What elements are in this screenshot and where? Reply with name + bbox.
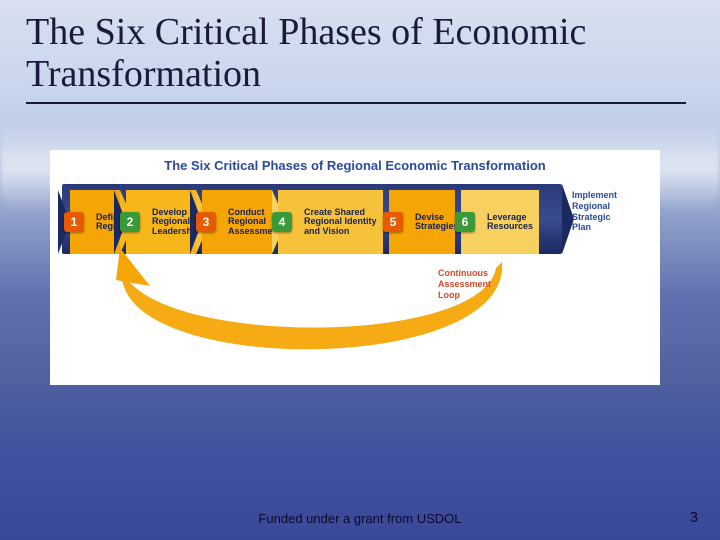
phase-chevron-4: 4Create Shared Regional Identity and Vis… (278, 187, 383, 257)
phase-number-badge-4: 4 (272, 212, 292, 232)
slide-title: The Six Critical Phases of Economic Tran… (26, 12, 690, 104)
loop-label-text: Continuous Assessment Loop (438, 268, 491, 300)
phase-label-3: Conduct Regional Assessment (228, 208, 268, 236)
phase-chevron-2: 2Develop Regional Leadership (126, 187, 196, 257)
slide-title-text: The Six Critical Phases of Economic Tran… (26, 12, 690, 96)
final-phase-text: Implement Regional Strategic Plan (572, 190, 617, 232)
figure-panel: The Six Critical Phases of Regional Econ… (50, 150, 660, 385)
phase-body-6: 6Leverage Resources (461, 190, 539, 254)
slide-title-underline (26, 102, 686, 104)
phase-number-badge-6: 6 (455, 212, 475, 232)
phase-number-badge-3: 3 (196, 212, 216, 232)
phase-chevron-3: 3Conduct Regional Assessment (202, 187, 272, 257)
footer-text: Funded under a grant from USDOL (258, 511, 461, 526)
slide-footer: Funded under a grant from USDOL (0, 511, 720, 526)
phase-body-1: 1Define Region (70, 190, 120, 254)
final-phase-label: Implement Regional Strategic Plan (572, 190, 657, 233)
loop-label: Continuous Assessment Loop (438, 268, 491, 300)
phase-label-2: Develop Regional Leadership (152, 208, 192, 236)
phase-number-badge-2: 2 (120, 212, 140, 232)
phase-body-3: 3Conduct Regional Assessment (202, 190, 272, 254)
phase-chevron-5: 5Devise Strategies (389, 187, 455, 257)
phase-chevron-1: 1Define Region (70, 187, 120, 257)
phase-body-2: 2Develop Regional Leadership (126, 190, 196, 254)
phase-body-5: 5Devise Strategies (389, 190, 455, 254)
phase-label-6: Leverage Resources (487, 213, 535, 232)
phase-label-5: Devise Strategies (415, 213, 451, 232)
figure-title: The Six Critical Phases of Regional Econ… (50, 158, 660, 173)
phase-number-badge-1: 1 (64, 212, 84, 232)
page-number: 3 (690, 509, 698, 526)
phase-label-4: Create Shared Regional Identity and Visi… (304, 208, 379, 236)
phase-body-4: 4Create Shared Regional Identity and Vis… (278, 190, 383, 254)
phase-chevron-6: 6Leverage Resources (461, 187, 539, 257)
phase-label-1: Define Region (96, 213, 116, 232)
phase-number-badge-5: 5 (383, 212, 403, 232)
